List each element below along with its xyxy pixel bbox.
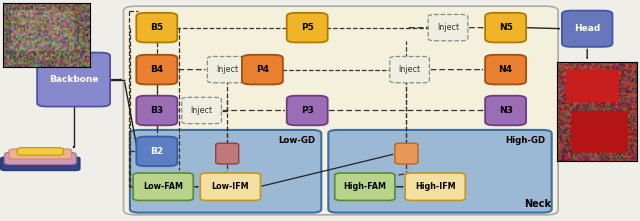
FancyBboxPatch shape bbox=[216, 143, 239, 164]
Text: B2: B2 bbox=[150, 147, 163, 156]
FancyBboxPatch shape bbox=[182, 97, 221, 124]
Text: Inject: Inject bbox=[216, 65, 238, 74]
FancyBboxPatch shape bbox=[390, 56, 429, 83]
FancyBboxPatch shape bbox=[335, 173, 395, 200]
FancyBboxPatch shape bbox=[136, 137, 177, 166]
Text: B4: B4 bbox=[150, 65, 163, 74]
FancyBboxPatch shape bbox=[133, 173, 193, 200]
FancyBboxPatch shape bbox=[136, 13, 177, 42]
Text: N5: N5 bbox=[499, 23, 513, 32]
FancyBboxPatch shape bbox=[242, 55, 283, 84]
FancyBboxPatch shape bbox=[1, 157, 80, 171]
Text: Head: Head bbox=[574, 24, 600, 33]
Text: Low-IFM: Low-IFM bbox=[212, 182, 249, 191]
FancyBboxPatch shape bbox=[405, 173, 465, 200]
FancyBboxPatch shape bbox=[37, 53, 110, 107]
FancyBboxPatch shape bbox=[395, 143, 418, 164]
Text: Inject: Inject bbox=[437, 23, 459, 32]
FancyBboxPatch shape bbox=[328, 130, 552, 213]
Text: Inject: Inject bbox=[191, 106, 212, 115]
FancyBboxPatch shape bbox=[4, 152, 76, 164]
FancyBboxPatch shape bbox=[130, 130, 321, 213]
FancyBboxPatch shape bbox=[562, 11, 612, 47]
Text: P3: P3 bbox=[301, 106, 314, 115]
FancyBboxPatch shape bbox=[485, 96, 526, 125]
Text: P4: P4 bbox=[256, 65, 269, 74]
Text: N4: N4 bbox=[499, 65, 513, 74]
Text: Inject: Inject bbox=[399, 65, 420, 74]
FancyBboxPatch shape bbox=[207, 56, 247, 83]
Text: High-GD: High-GD bbox=[505, 136, 545, 145]
Text: Low-GD: Low-GD bbox=[278, 136, 315, 145]
Text: N3: N3 bbox=[499, 106, 513, 115]
FancyBboxPatch shape bbox=[124, 6, 558, 215]
Text: Low-FAM: Low-FAM bbox=[143, 182, 183, 191]
FancyBboxPatch shape bbox=[287, 96, 328, 125]
Text: P5: P5 bbox=[301, 23, 314, 32]
FancyBboxPatch shape bbox=[428, 15, 468, 41]
FancyBboxPatch shape bbox=[17, 148, 63, 155]
FancyBboxPatch shape bbox=[200, 173, 260, 200]
Text: High-IFM: High-IFM bbox=[415, 182, 456, 191]
Text: High-FAM: High-FAM bbox=[343, 182, 387, 191]
FancyBboxPatch shape bbox=[136, 55, 177, 84]
Text: B5: B5 bbox=[150, 23, 163, 32]
FancyBboxPatch shape bbox=[485, 55, 526, 84]
Text: Neck: Neck bbox=[525, 199, 552, 209]
FancyBboxPatch shape bbox=[136, 96, 177, 125]
Text: Backbone: Backbone bbox=[49, 75, 99, 84]
FancyBboxPatch shape bbox=[9, 149, 72, 159]
FancyBboxPatch shape bbox=[485, 13, 526, 42]
Text: B3: B3 bbox=[150, 106, 163, 115]
FancyBboxPatch shape bbox=[287, 13, 328, 42]
